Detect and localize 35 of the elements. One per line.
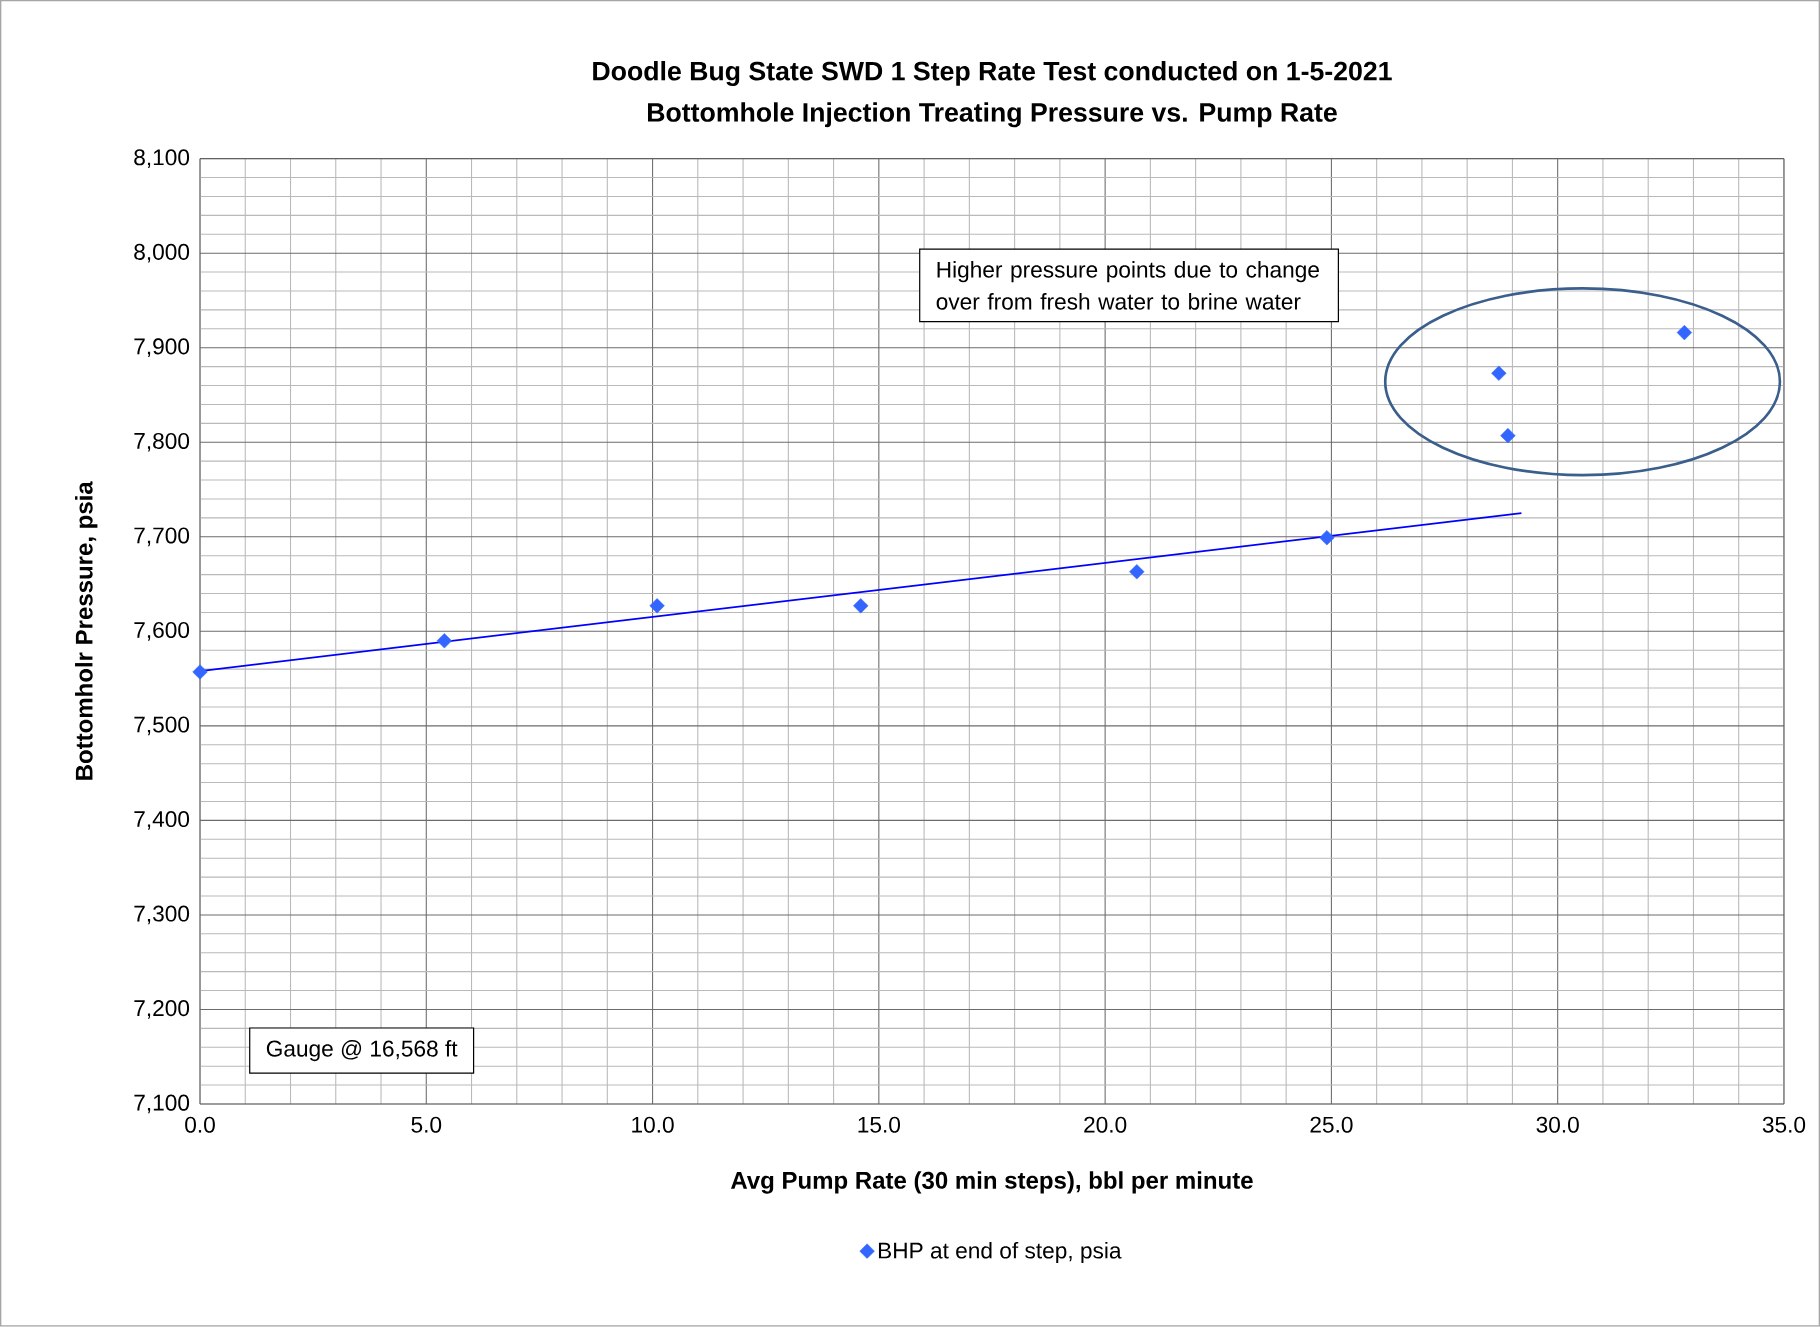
x-tick-label: 5.0: [411, 1116, 442, 1133]
y-tick-label: 7,500: [134, 716, 190, 736]
point: [1129, 564, 1145, 580]
x-tick-label: 15.0: [858, 1116, 901, 1133]
point: [649, 598, 665, 614]
y-axis-title: Bottomholr Pressure, psia: [75, 481, 98, 780]
y-tick-label: 7,200: [134, 1000, 190, 1019]
y-tick-label: 7,100: [134, 1094, 190, 1114]
annotation: Higher pressure points due to change over from fresh water to brine water: [936, 261, 1319, 310]
point: [1676, 325, 1692, 341]
point: [853, 598, 869, 614]
x-tick-label: 30.0: [1536, 1116, 1579, 1133]
point: [1500, 428, 1516, 444]
y-tick-label: 7,600: [134, 622, 190, 641]
x-axis-title: Avg Pump Rate (30 min steps), bbl per minute: [730, 1171, 1253, 1194]
y-tick-label: 8,100: [134, 149, 190, 169]
x-tick-label: 35.0: [1762, 1116, 1806, 1133]
x-tick-label: 0.0: [185, 1116, 215, 1133]
point: [436, 633, 452, 649]
y-tick-label: 8,000: [134, 243, 190, 263]
chart-subtitle: Bottomhole Injection Treating Pressure vs. Pump Rate: [648, 102, 1337, 128]
x-tick-label: 10.0: [632, 1116, 674, 1133]
y-tick-label: 7,300: [134, 905, 190, 925]
y-tick-label: 7,800: [134, 433, 190, 452]
y-tick-label: 7,400: [134, 811, 190, 830]
y-tick-label: 7,900: [134, 338, 190, 358]
y-tick-label: 7,700: [134, 527, 190, 547]
legend-label: BHP at end of step, psia: [878, 1242, 1122, 1264]
point: [1319, 530, 1335, 546]
x-tick-label: 20.0: [1084, 1116, 1127, 1133]
point: [1491, 365, 1507, 382]
x-tick-label: 25.0: [1310, 1116, 1353, 1133]
chart-title: Doodle Bug State SWD 1 Step Rate Test conducted on 1-5-2021: [593, 61, 1392, 87]
point: [192, 664, 208, 680]
annotation: Gauge @ 16,568 ft: [266, 1040, 458, 1062]
